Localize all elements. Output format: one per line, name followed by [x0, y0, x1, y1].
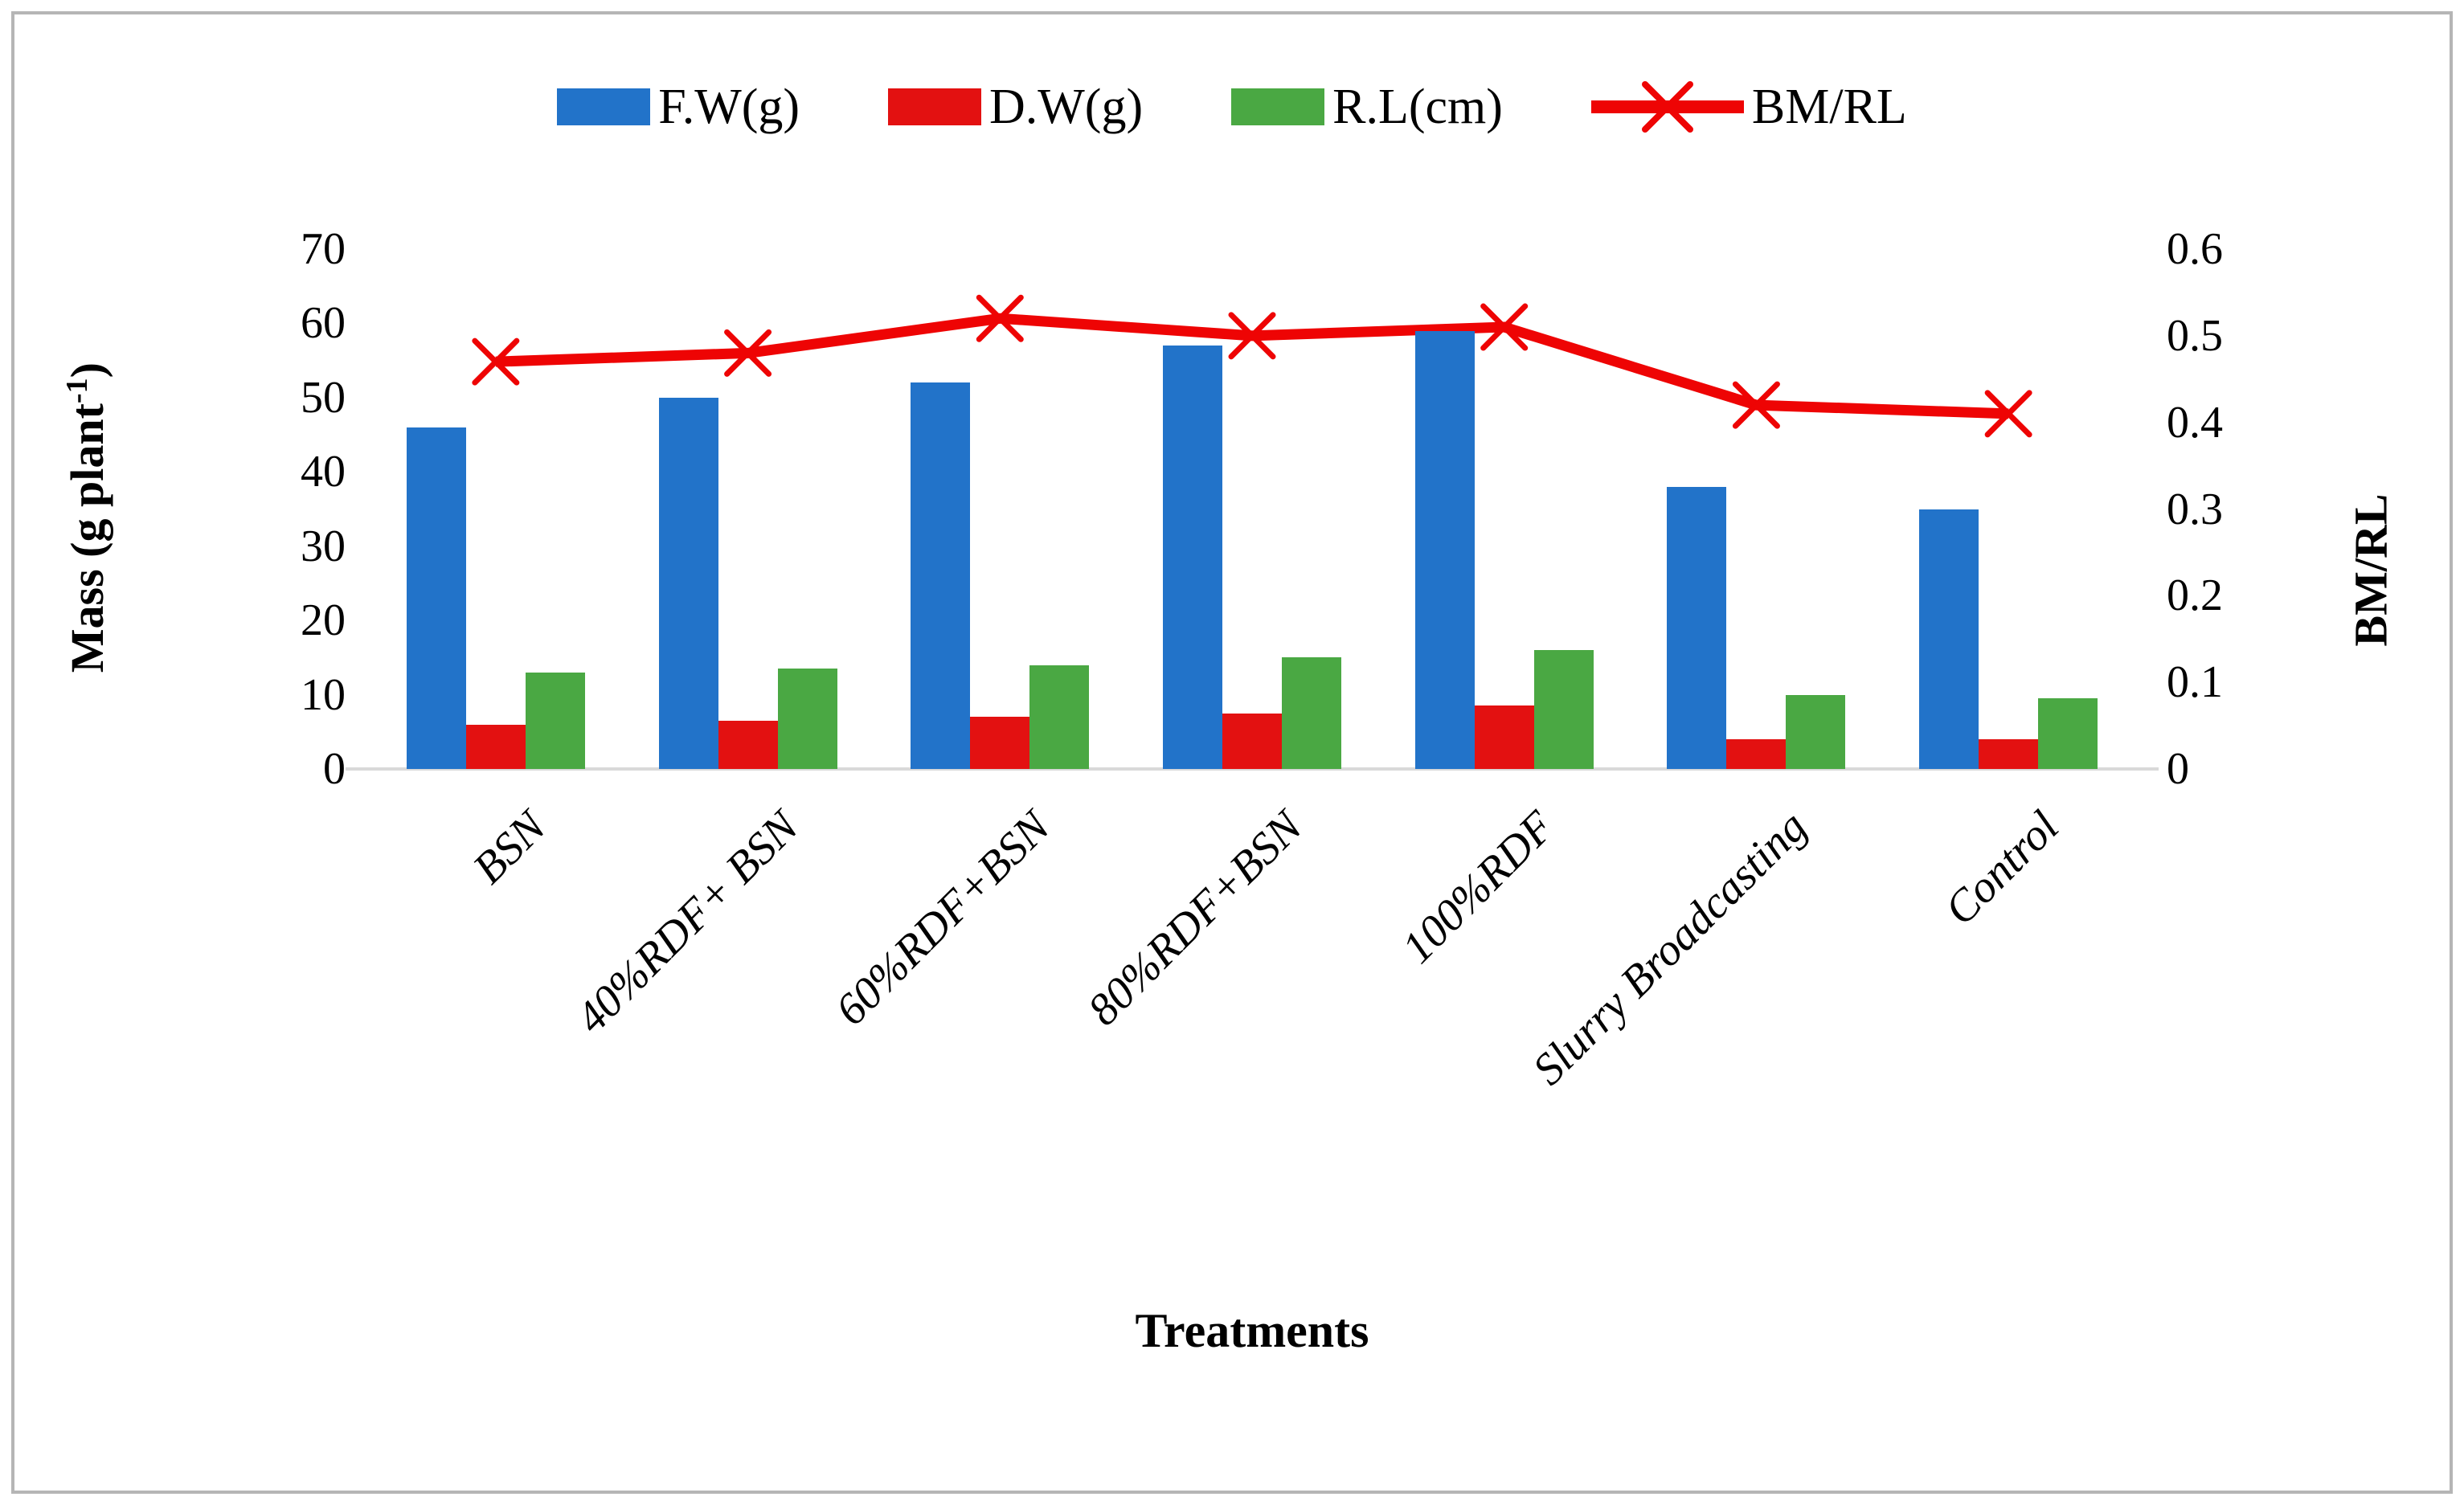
right-axis-tick-0: 0	[2167, 744, 2189, 794]
legend-label: F.W(g)	[658, 80, 800, 134]
x-marker-icon	[1480, 303, 1529, 351]
bar-d-w-g--6	[1726, 739, 1787, 769]
bar-d-w-g--1	[465, 724, 526, 769]
bar-r-l-cm--1	[525, 672, 585, 769]
right-axis-tick-0.4: 0.4	[2167, 397, 2223, 448]
bar-f-w-g--3	[911, 382, 971, 769]
bar-f-w-g--5	[1414, 330, 1475, 769]
bar-d-w-g--5	[1474, 705, 1534, 769]
x-marker-icon	[1228, 312, 1276, 360]
legend-item-bm-rl: BM/RL	[1590, 71, 1907, 143]
x-axis-line	[346, 767, 2159, 771]
right-axis-tick-0.1: 0.1	[2167, 657, 2223, 708]
legend: F.W(g) D.W(g) R.L(cm) BM/RL	[0, 71, 2464, 143]
bar-f-w-g--6	[1667, 486, 1727, 769]
left-axis-tick-50: 50	[301, 372, 346, 423]
right-axis-tick-0.5: 0.5	[2167, 310, 2223, 361]
left-axis-title: Mass (g plant-1)	[59, 260, 114, 775]
legend-swatch-icon	[1231, 88, 1325, 125]
bar-f-w-g--1	[406, 427, 466, 769]
right-axis-tick-0.6: 0.6	[2167, 224, 2223, 274]
legend-label: BM/RL	[1751, 80, 1907, 134]
legend-item-f-w-g-: F.W(g)	[557, 82, 800, 132]
legend-line-x-marker-icon	[1590, 81, 1744, 133]
plot-area	[370, 249, 2135, 769]
bar-r-l-cm--5	[1533, 650, 1594, 769]
left-axis-title-superscript: -1	[59, 378, 94, 404]
x-marker-icon	[1732, 381, 1780, 429]
right-axis-tick-0.3: 0.3	[2167, 484, 2223, 534]
left-axis-tick-0: 0	[323, 744, 346, 794]
bar-d-w-g--3	[970, 717, 1030, 769]
left-axis-title-prefix: Mass (g plant	[61, 403, 114, 673]
left-axis-tick-30: 30	[301, 521, 346, 571]
right-axis-tick-0.2: 0.2	[2167, 571, 2223, 621]
x-marker-icon	[472, 337, 520, 386]
x-marker-icon	[1984, 390, 2032, 438]
right-axis-title: BM/RL	[2344, 493, 2397, 647]
x-marker-icon	[976, 294, 1024, 342]
left-axis-tick-60: 60	[301, 298, 346, 349]
bar-r-l-cm--2	[777, 669, 837, 769]
bar-r-l-cm--4	[1282, 657, 1341, 769]
legend-item-r-l-cm-: R.L(cm)	[1231, 82, 1503, 132]
bar-d-w-g--7	[1979, 739, 2039, 769]
legend-swatch-icon	[888, 88, 982, 125]
bar-d-w-g--4	[1222, 713, 1282, 769]
bmrl-line-layer	[472, 294, 2032, 438]
bar-r-l-cm--6	[1786, 694, 1846, 769]
x-axis-title: Treatments	[1135, 1304, 1369, 1357]
left-axis-tick-10: 10	[301, 669, 346, 720]
legend-swatch-icon	[557, 88, 651, 125]
legend-label: D.W(g)	[989, 80, 1144, 134]
bar-f-w-g--4	[1163, 346, 1222, 769]
x-marker-icon	[724, 329, 772, 377]
legend-label: R.L(cm)	[1332, 80, 1503, 134]
bar-d-w-g--2	[718, 720, 778, 769]
legend-item-d-w-g-: D.W(g)	[888, 82, 1143, 132]
left-axis-tick-70: 70	[301, 224, 346, 274]
left-axis-title-suffix: )	[61, 362, 114, 378]
bar-f-w-g--7	[1919, 509, 1979, 769]
bar-r-l-cm--7	[2038, 698, 2098, 769]
bar-f-w-g--2	[658, 397, 718, 769]
left-axis-tick-40: 40	[301, 447, 346, 497]
left-axis-tick-20: 20	[301, 595, 346, 646]
bar-r-l-cm--3	[1029, 665, 1090, 769]
